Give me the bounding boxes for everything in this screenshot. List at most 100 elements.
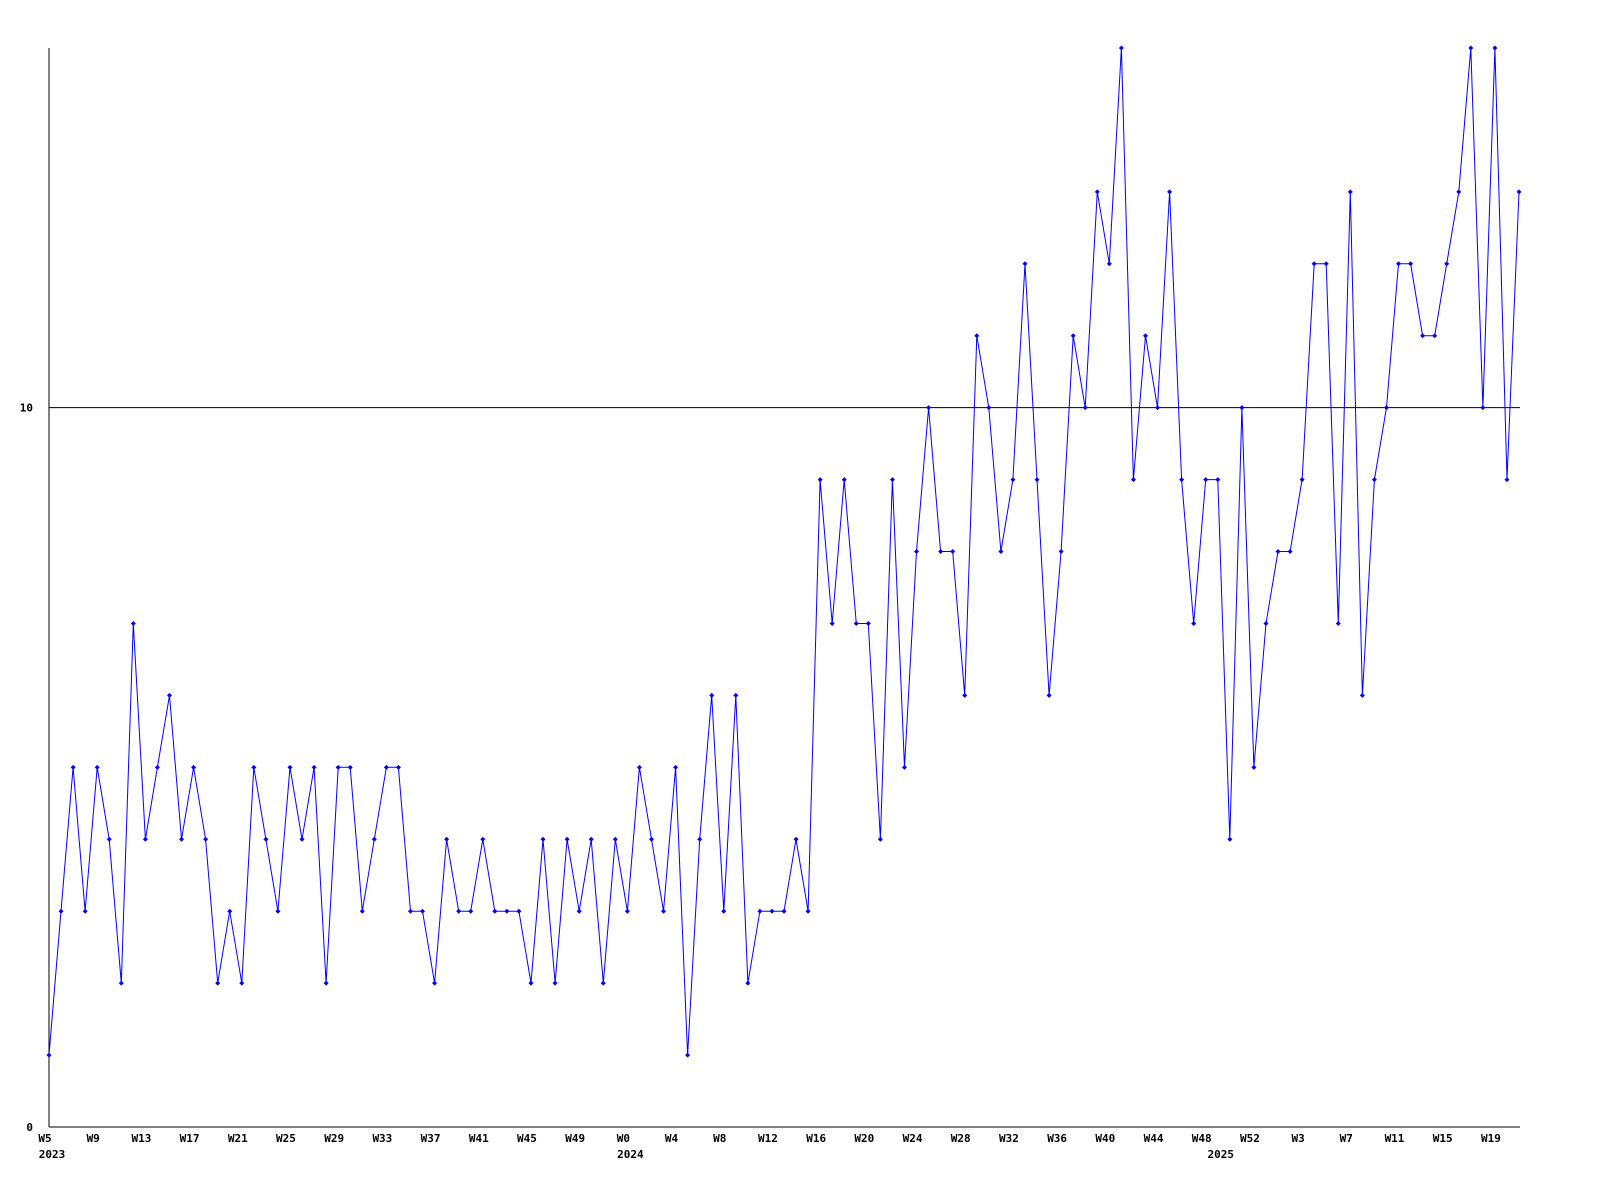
data-point [492,908,498,914]
data-point [444,836,450,842]
data-point [1492,45,1498,51]
data-point [456,908,462,914]
data-point [1215,477,1221,483]
x-tick-label: W16 [806,1132,826,1145]
x-tick-label: W0 [617,1132,630,1145]
data-point [323,980,329,986]
x-tick-label: W5 [38,1132,51,1145]
data-point [215,980,221,986]
data-point [191,764,197,770]
x-tick-label: W29 [324,1132,344,1145]
data-point [1432,333,1438,339]
data-point [263,836,269,842]
data-point [552,980,558,986]
data-point [1347,189,1353,195]
x-tick-label: W37 [421,1132,441,1145]
data-point [82,908,88,914]
data-point [516,908,522,914]
data-point [1118,45,1124,51]
x-tick-label: W19 [1481,1132,1501,1145]
data-point [998,549,1004,555]
data-point [757,908,763,914]
data-point [1203,477,1209,483]
x-tick-label: W17 [180,1132,200,1145]
x-tick-label: W41 [469,1132,489,1145]
data-point [576,908,582,914]
data-point [769,908,775,914]
data-point [504,908,510,914]
data-point [480,836,486,842]
data-point [1082,405,1088,411]
data-point [227,908,233,914]
data-point [564,836,570,842]
x-tick-label: W21 [228,1132,248,1145]
data-point [1263,620,1269,626]
x-year-label: 2023 [39,1148,66,1161]
data-point [1371,477,1377,483]
data-point [371,836,377,842]
x-year-label: 2024 [617,1148,644,1161]
data-point [1070,333,1076,339]
x-tick-label: W36 [1047,1132,1067,1145]
data-point [1359,692,1365,698]
data-point [781,908,787,914]
data-point [636,764,642,770]
data-point [179,836,185,842]
data-point [1287,549,1293,555]
data-point [1106,261,1112,267]
data-point [1396,261,1402,267]
data-point [733,692,739,698]
data-point [986,405,992,411]
data-point [853,620,859,626]
data-point [528,980,534,986]
data-point [540,836,546,842]
data-point [251,764,257,770]
data-point [1335,620,1341,626]
data-point [287,764,293,770]
data-point [166,692,172,698]
x-tick-label: W40 [1095,1132,1115,1145]
x-tick-label: W28 [951,1132,971,1145]
y-tick-label: 0 [26,1121,33,1134]
data-point [1142,333,1148,339]
data-point [1191,620,1197,626]
x-tick-label: W20 [854,1132,874,1145]
data-point [1130,477,1136,483]
x-tick-label: W15 [1433,1132,1453,1145]
x-tick-label: W33 [372,1132,392,1145]
data-point [347,764,353,770]
data-point [1468,45,1474,51]
data-point [1251,764,1257,770]
data-point [914,549,920,555]
data-point [841,477,847,483]
data-point [648,836,654,842]
data-point [1420,333,1426,339]
x-tick-label: W45 [517,1132,537,1145]
x-tick-label: W7 [1340,1132,1353,1145]
data-point [142,836,148,842]
data-point [1456,189,1462,195]
data-point [70,764,76,770]
data-point [46,1052,52,1058]
data-point [118,980,124,986]
data-point [745,980,751,986]
data-point [1383,405,1389,411]
data-point [1094,189,1100,195]
data-point [1167,189,1173,195]
data-point [94,764,100,770]
data-point [1046,692,1052,698]
data-point [1227,836,1233,842]
data-point [709,692,715,698]
data-point [58,908,64,914]
data-point [673,764,679,770]
data-point [395,764,401,770]
data-point [130,620,136,626]
data-point [1311,261,1317,267]
x-tick-label: W12 [758,1132,778,1145]
data-point [1239,405,1245,411]
data-point [962,692,968,698]
data-point [817,477,823,483]
data-point [383,764,389,770]
data-point [1179,477,1185,483]
